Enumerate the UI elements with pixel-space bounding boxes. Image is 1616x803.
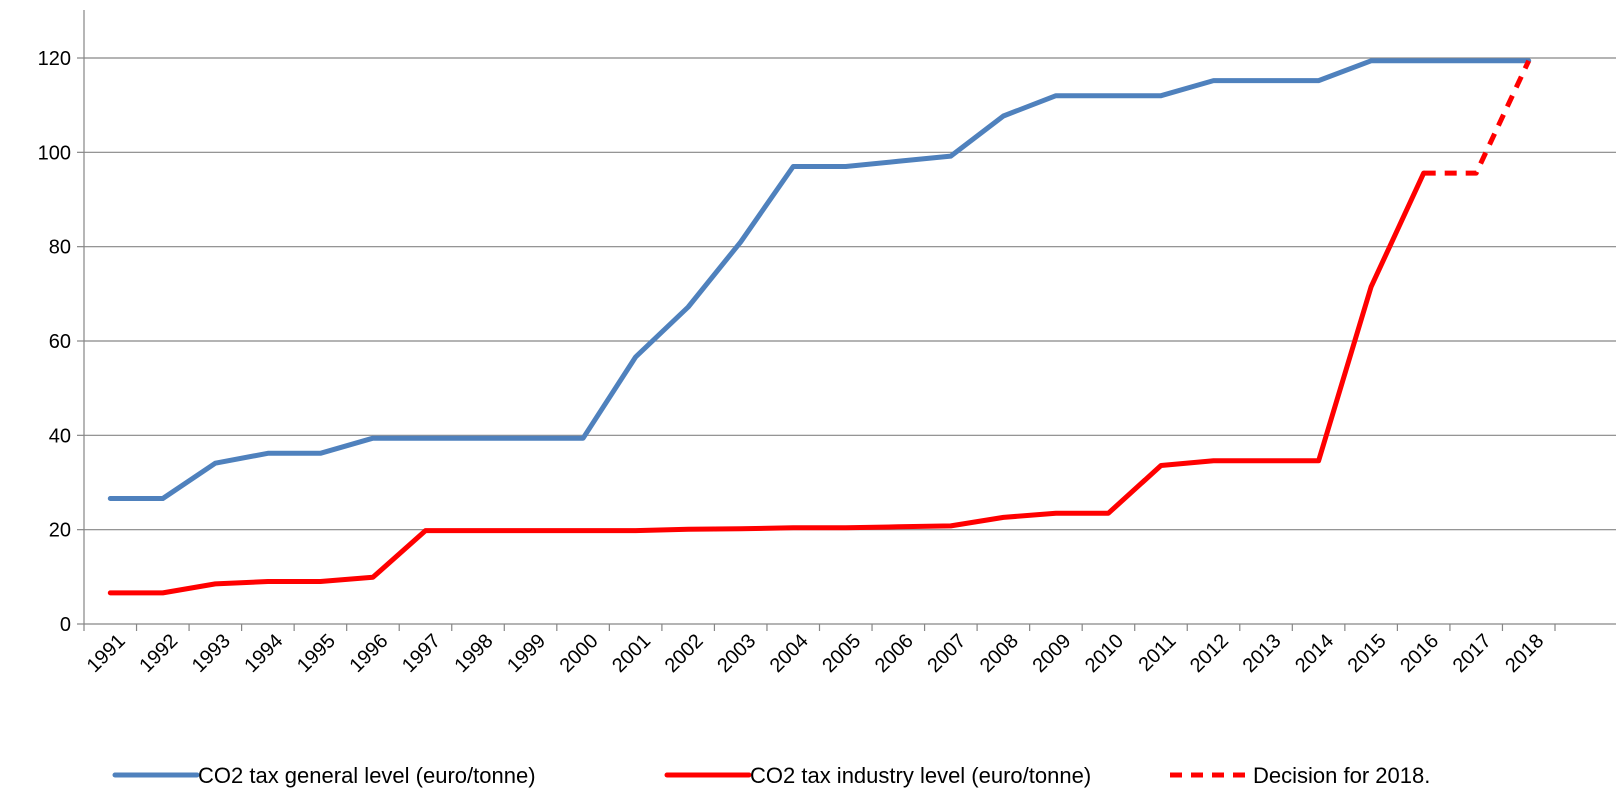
x-tick-label: 2011 <box>1135 630 1181 676</box>
x-axis-ticks: 1991 1992 1993 1994 1995 1996 1997 1998 1999 2000… <box>83 624 1556 677</box>
x-tick-label: 2014 <box>1291 630 1338 677</box>
x-tick-label: 2005 <box>818 630 865 677</box>
legend-label-2: CO2 tax industry level (euro/tonne) <box>750 763 1091 788</box>
x-tick-label: 1999 <box>503 630 550 677</box>
x-tick-label: 2007 <box>923 630 970 677</box>
y-tick-label: 60 <box>49 331 71 353</box>
x-tick-label: 2003 <box>713 630 760 677</box>
series-lines <box>107 58 1532 596</box>
x-tick-label: 2000 <box>556 630 603 677</box>
y-tick-label: 120 <box>38 48 71 70</box>
x-tick-label: 1995 <box>293 630 340 677</box>
y-tick-label: 100 <box>38 142 71 164</box>
x-tick-label: 2015 <box>1344 630 1391 677</box>
x-tick-label: 1991 <box>83 630 130 677</box>
x-tick-label: 2009 <box>1028 630 1075 677</box>
x-tick-label: 2002 <box>661 630 708 677</box>
y-tick-label: 0 <box>60 614 71 636</box>
x-tick-label: 2006 <box>871 630 918 677</box>
x-tick-label: 2004 <box>766 630 813 677</box>
x-tick-label: 2018 <box>1501 630 1548 677</box>
grid-lines <box>84 57 1616 531</box>
legend-label-3: Decision for 2018. <box>1253 763 1430 788</box>
y-tick-label: 40 <box>49 425 71 447</box>
x-tick-label: 2012 <box>1186 630 1233 677</box>
x-tick-label: 1994 <box>240 630 287 677</box>
x-tick-label: 1998 <box>451 630 498 677</box>
y-tick-label: 20 <box>49 520 71 542</box>
series-line-2 <box>107 170 1427 596</box>
x-tick-label: 2016 <box>1396 630 1443 677</box>
x-tick-label: 2010 <box>1081 630 1128 677</box>
y-tick-label: 80 <box>49 237 71 259</box>
x-tick-label: 1992 <box>135 630 182 677</box>
series-line-1 <box>107 58 1532 501</box>
x-tick-label: 1993 <box>188 630 235 677</box>
x-tick-label: 2008 <box>976 630 1023 677</box>
x-tick-label: 2013 <box>1239 630 1286 677</box>
x-tick-label: 2017 <box>1449 630 1496 677</box>
legend: CO2 tax general level (euro/tonne) CO2 ta… <box>112 763 1430 788</box>
x-tick-label: 1996 <box>345 630 392 677</box>
x-tick-label: 1997 <box>398 630 445 677</box>
x-tick-label: 2001 <box>608 630 655 677</box>
axes <box>83 10 1616 625</box>
series-line-3 <box>1423 59 1531 176</box>
legend-label-1: CO2 tax general level (euro/tonne) <box>198 763 536 788</box>
y-axis-ticks: 0 20 40 60 80 100 120 <box>38 48 84 636</box>
